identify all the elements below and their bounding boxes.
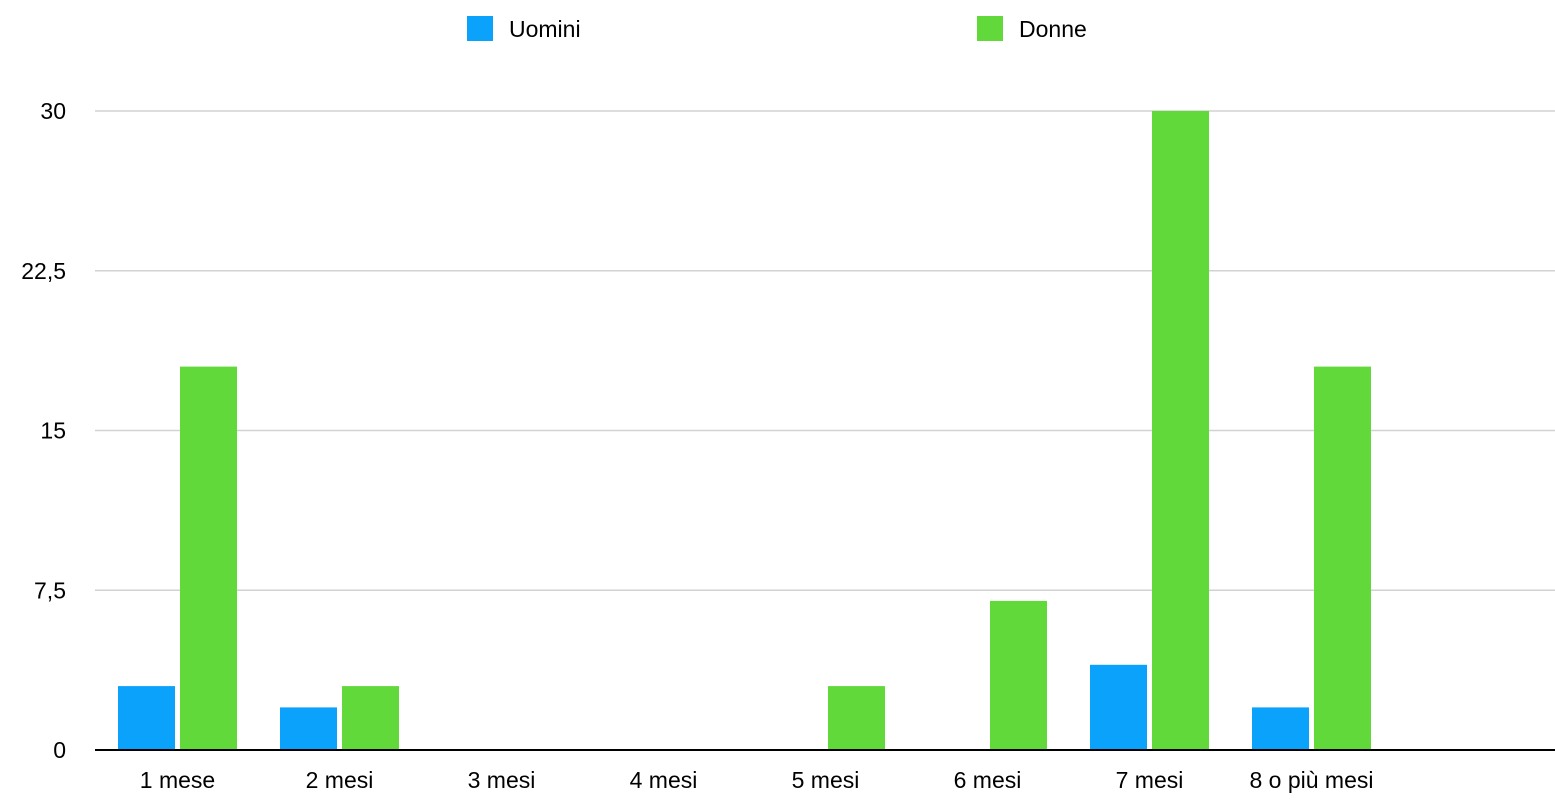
y-tick-label: 30 xyxy=(40,98,66,124)
bar-uomini xyxy=(280,707,337,750)
y-tick-label: 7,5 xyxy=(34,577,66,603)
bar-uomini xyxy=(118,686,175,750)
x-tick-label: 3 mesi xyxy=(468,767,536,793)
bar-donne xyxy=(990,601,1047,750)
y-tick-label: 22,5 xyxy=(21,258,66,284)
y-tick-label: 15 xyxy=(40,418,66,444)
bar-donne xyxy=(180,367,237,750)
x-tick-label: 7 mesi xyxy=(1116,767,1184,793)
bar-uomini xyxy=(1090,665,1147,750)
bar-donne xyxy=(1314,367,1371,750)
y-tick-label: 0 xyxy=(53,737,66,763)
x-tick-label: 6 mesi xyxy=(954,767,1022,793)
x-tick-label: 8 o più mesi xyxy=(1249,767,1373,793)
x-tick-label: 5 mesi xyxy=(792,767,860,793)
legend-swatch-uomini xyxy=(467,16,493,41)
legend-swatch-donne xyxy=(977,16,1003,41)
x-tick-label: 2 mesi xyxy=(306,767,374,793)
x-tick-label: 1 mese xyxy=(140,767,215,793)
bar-donne xyxy=(828,686,885,750)
legend-label: Uomini xyxy=(509,16,581,42)
legend-label: Donne xyxy=(1019,16,1087,42)
x-tick-label: 4 mesi xyxy=(630,767,698,793)
bar-uomini xyxy=(1252,707,1309,750)
bar-donne xyxy=(1152,111,1209,750)
bar-donne xyxy=(342,686,399,750)
